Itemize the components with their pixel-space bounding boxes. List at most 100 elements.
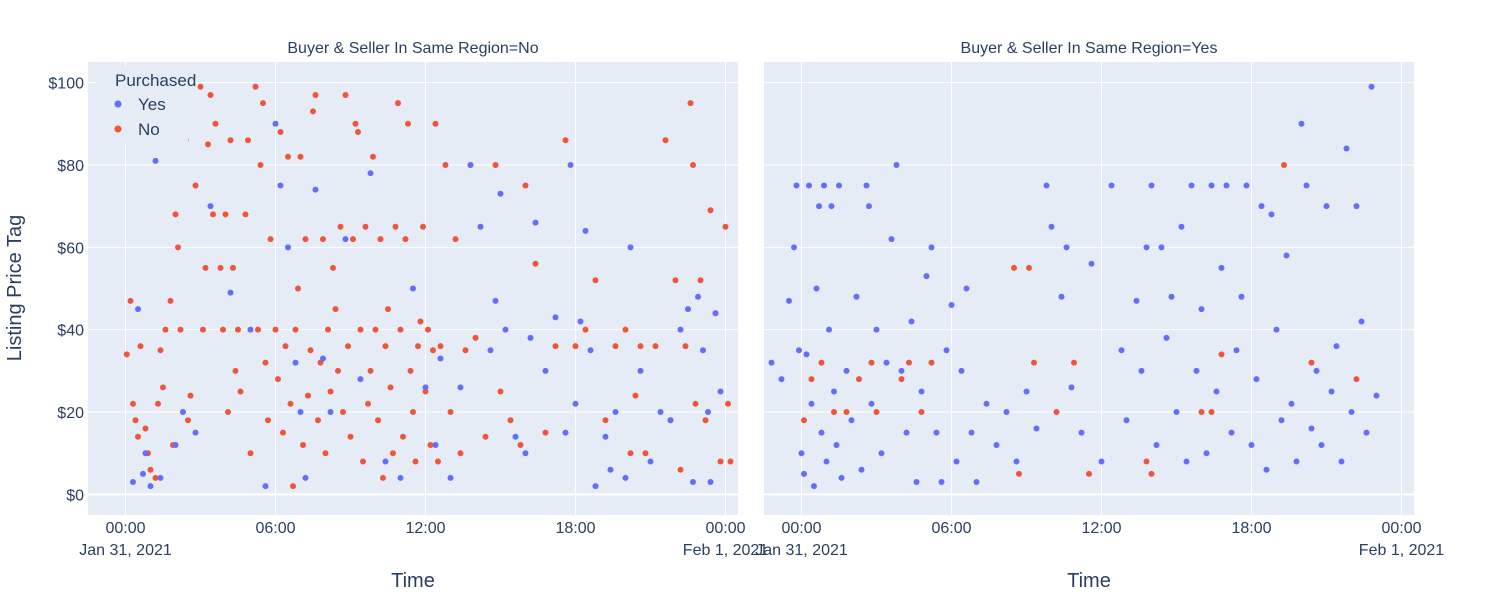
data-point-no — [360, 458, 366, 465]
data-point-yes — [928, 244, 935, 251]
data-point-yes — [873, 326, 880, 333]
legend[interactable]: Purchased Yes No — [96, 66, 196, 144]
data-point-yes — [816, 203, 822, 210]
data-point-yes — [657, 409, 664, 416]
data-point-yes — [647, 458, 654, 465]
y-tick-label: $60 — [57, 240, 84, 257]
data-point-yes — [1323, 203, 1330, 210]
data-point-yes — [1283, 252, 1290, 259]
data-point-no — [135, 433, 141, 440]
panel-title: Buyer & Seller In Same Region=Yes — [961, 40, 1218, 57]
x-axis-title: Time — [391, 570, 435, 592]
data-point-yes — [828, 203, 835, 210]
data-point-no — [1281, 161, 1287, 168]
data-point-yes — [467, 161, 474, 168]
data-point-no — [205, 141, 211, 148]
data-point-no — [342, 91, 349, 98]
data-point-no — [167, 297, 174, 304]
x-tick-date-label: Feb 1, 2021 — [1359, 542, 1445, 559]
data-point-no — [192, 182, 199, 189]
data-point-no — [687, 100, 694, 107]
data-point-no — [370, 153, 376, 160]
data-point-yes — [502, 326, 509, 333]
data-point-yes — [1253, 376, 1260, 383]
legend-yes-marker — [114, 100, 122, 108]
data-point-no — [227, 137, 234, 144]
legend-yes-label[interactable]: Yes — [138, 95, 166, 114]
y-tick-label: $80 — [57, 158, 84, 175]
data-point-yes — [953, 458, 960, 465]
legend-background — [96, 66, 188, 144]
data-point-yes — [677, 326, 684, 333]
data-point-no — [1218, 351, 1225, 358]
data-point-yes — [803, 351, 810, 358]
data-point-no — [1148, 470, 1155, 477]
data-point-yes — [801, 470, 807, 477]
data-point-yes — [1348, 409, 1355, 416]
data-point-yes — [1143, 244, 1150, 251]
data-point-yes — [1023, 388, 1030, 395]
data-point-yes — [791, 244, 797, 251]
data-point-no — [725, 400, 731, 407]
data-point-no — [385, 306, 391, 313]
data-point-yes — [1138, 367, 1145, 374]
data-point-no — [377, 236, 384, 243]
data-point-no — [898, 376, 905, 383]
data-point-no — [277, 129, 284, 136]
data-point-yes — [918, 388, 925, 395]
data-point-yes — [821, 182, 827, 189]
data-point-no — [280, 429, 286, 436]
x-tick-label: 00:00 — [781, 520, 821, 537]
data-point-no — [372, 326, 379, 333]
panel-title: Buyer & Seller In Same Region=No — [287, 40, 538, 57]
data-point-yes — [1203, 450, 1210, 457]
data-point-no — [220, 326, 226, 333]
data-point-yes — [1003, 409, 1010, 416]
data-point-no — [380, 474, 386, 481]
data-point-yes — [477, 223, 484, 230]
data-point-yes — [522, 450, 529, 457]
data-point-yes — [622, 474, 629, 481]
data-point-no — [1208, 409, 1215, 416]
data-point-no — [818, 359, 825, 366]
data-point-yes — [878, 450, 885, 457]
data-point-yes — [1193, 367, 1200, 374]
data-point-no — [928, 359, 935, 366]
data-point-yes — [968, 429, 975, 436]
x-tick-label: 12:00 — [405, 520, 445, 537]
data-point-yes — [130, 479, 136, 486]
data-point-yes — [1108, 182, 1115, 189]
data-point-yes — [247, 326, 254, 333]
data-point-yes — [512, 433, 519, 440]
data-point-yes — [152, 157, 159, 164]
data-point-yes — [1158, 244, 1165, 251]
data-point-no — [420, 223, 426, 230]
data-point-no — [325, 326, 331, 333]
data-point-yes — [705, 409, 711, 416]
data-point-no — [612, 343, 619, 350]
data-point-yes — [778, 376, 785, 383]
data-point-yes — [796, 347, 802, 354]
data-point-no — [707, 207, 714, 214]
data-point-no — [287, 400, 294, 407]
data-point-yes — [958, 367, 965, 374]
data-point-no — [652, 343, 659, 350]
data-point-yes — [207, 203, 214, 210]
data-point-no — [297, 153, 304, 160]
data-point-yes — [1353, 203, 1360, 210]
data-point-yes — [1313, 367, 1320, 374]
data-point-no — [873, 409, 880, 416]
legend-no-label[interactable]: No — [138, 120, 160, 139]
data-point-no — [187, 392, 194, 399]
data-point-no — [177, 326, 184, 333]
data-point-yes — [808, 400, 815, 407]
data-point-no — [517, 441, 524, 448]
data-point-no — [282, 343, 289, 350]
data-point-no — [801, 417, 807, 424]
data-point-no — [1026, 264, 1032, 271]
data-point-no — [727, 458, 734, 465]
data-point-yes — [1183, 458, 1190, 465]
data-point-yes — [592, 483, 599, 490]
data-point-no — [405, 120, 411, 127]
data-point-no — [462, 347, 469, 354]
